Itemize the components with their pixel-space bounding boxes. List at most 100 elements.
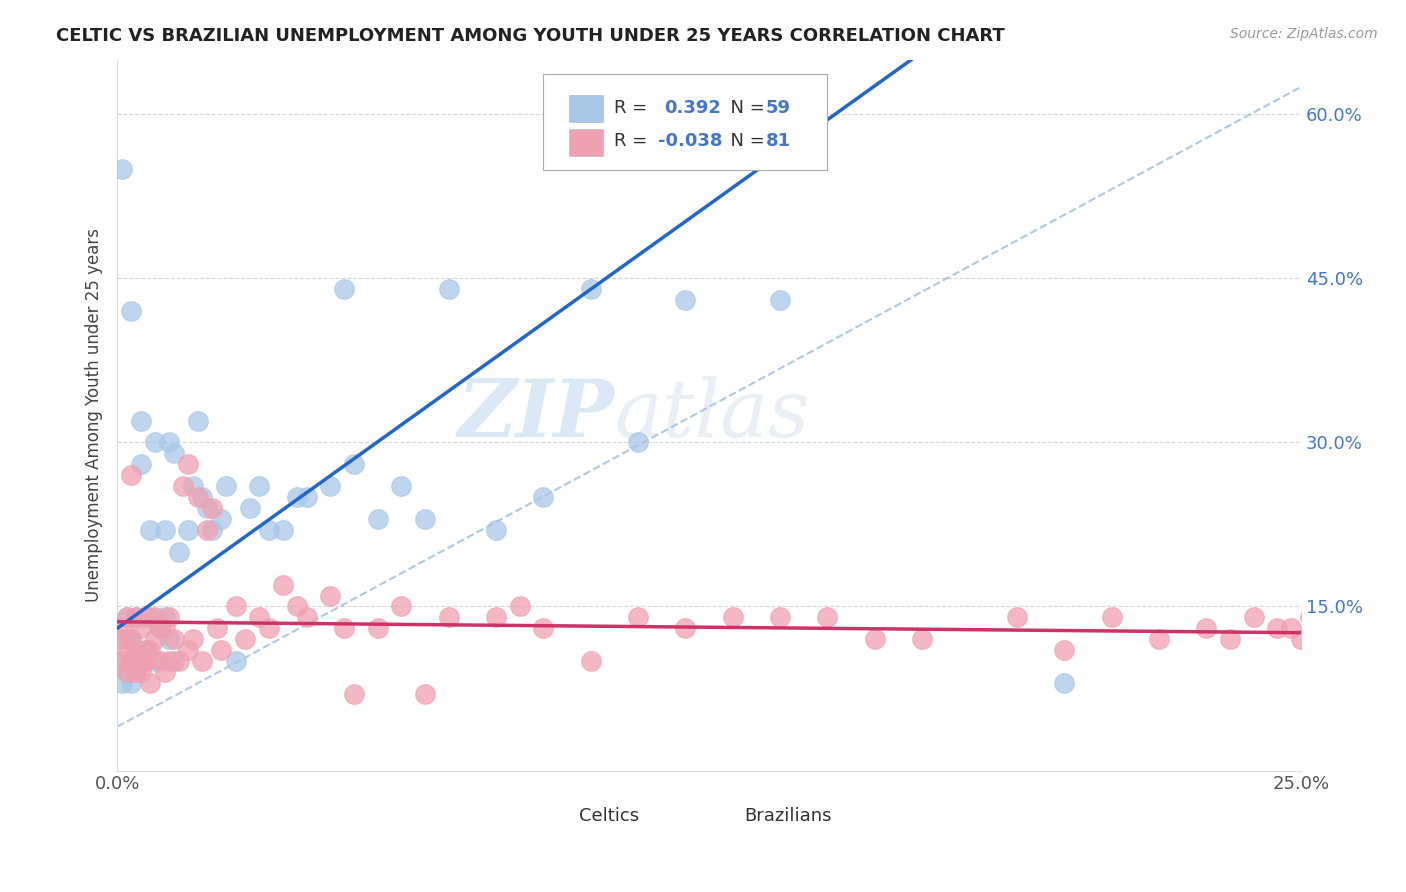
Point xyxy=(191,654,214,668)
Point xyxy=(111,161,134,176)
Point xyxy=(673,621,696,635)
Point xyxy=(125,665,148,679)
Point xyxy=(143,632,166,647)
Point xyxy=(143,610,166,624)
Point xyxy=(1243,610,1265,624)
Point xyxy=(319,479,342,493)
Point xyxy=(129,665,152,679)
Point xyxy=(177,643,200,657)
Point xyxy=(111,654,134,668)
Point xyxy=(187,413,209,427)
Point xyxy=(125,610,148,624)
Point xyxy=(863,632,886,647)
Point xyxy=(209,512,232,526)
Point xyxy=(343,457,366,471)
FancyBboxPatch shape xyxy=(543,74,827,169)
Text: R =: R = xyxy=(614,99,659,117)
Point xyxy=(1053,676,1076,690)
Point xyxy=(163,654,186,668)
Point xyxy=(172,479,194,493)
Point xyxy=(143,654,166,668)
Point xyxy=(769,610,792,624)
Point xyxy=(1265,621,1288,635)
Point xyxy=(333,282,356,296)
Point xyxy=(111,654,134,668)
Point xyxy=(1337,621,1360,635)
Bar xyxy=(569,95,603,122)
Point xyxy=(177,523,200,537)
Point xyxy=(285,490,308,504)
Point xyxy=(413,687,436,701)
Point xyxy=(1219,632,1241,647)
Text: -0.038: -0.038 xyxy=(658,132,723,151)
Point xyxy=(139,643,162,657)
Point xyxy=(157,654,180,668)
Point xyxy=(1313,621,1336,635)
Point xyxy=(579,282,602,296)
Point xyxy=(167,545,190,559)
Point xyxy=(247,610,270,624)
Point xyxy=(271,523,294,537)
Point xyxy=(1005,610,1028,624)
Point xyxy=(153,610,176,624)
Bar xyxy=(569,128,603,155)
Point xyxy=(135,654,157,668)
Point xyxy=(485,610,508,624)
Point xyxy=(673,293,696,308)
Text: Source: ZipAtlas.com: Source: ZipAtlas.com xyxy=(1230,27,1378,41)
Point xyxy=(295,490,318,504)
Point xyxy=(129,413,152,427)
Text: N =: N = xyxy=(718,132,770,151)
Point xyxy=(163,632,186,647)
Point xyxy=(579,654,602,668)
Point xyxy=(239,501,262,516)
Point xyxy=(195,501,218,516)
Point xyxy=(149,621,172,635)
Text: R =: R = xyxy=(614,132,654,151)
Point xyxy=(233,632,256,647)
Point xyxy=(153,621,176,635)
Point xyxy=(120,632,142,647)
Point xyxy=(911,632,934,647)
Point xyxy=(125,610,148,624)
Point xyxy=(531,621,554,635)
Text: ZIP: ZIP xyxy=(457,376,614,454)
Point xyxy=(143,435,166,450)
Point xyxy=(120,632,142,647)
Point xyxy=(769,293,792,308)
Point xyxy=(201,501,224,516)
Point xyxy=(815,610,838,624)
Point xyxy=(195,523,218,537)
Point xyxy=(181,632,204,647)
Point xyxy=(367,512,389,526)
Bar xyxy=(537,807,567,829)
Point xyxy=(177,457,200,471)
Point xyxy=(135,654,157,668)
Point xyxy=(627,610,650,624)
Point xyxy=(225,599,247,614)
Point xyxy=(125,643,148,657)
Point xyxy=(215,479,238,493)
Point xyxy=(157,610,180,624)
Point xyxy=(111,632,134,647)
Point xyxy=(201,523,224,537)
Point xyxy=(343,687,366,701)
Point xyxy=(413,512,436,526)
Point xyxy=(135,643,157,657)
Point xyxy=(153,523,176,537)
Point xyxy=(149,621,172,635)
Text: 0.392: 0.392 xyxy=(664,99,721,117)
Point xyxy=(209,643,232,657)
Point xyxy=(1385,621,1406,635)
Point xyxy=(1101,610,1123,624)
Point xyxy=(139,523,162,537)
Point xyxy=(1053,643,1076,657)
Text: 81: 81 xyxy=(766,132,792,151)
Point xyxy=(157,632,180,647)
Point xyxy=(129,654,152,668)
Point xyxy=(627,435,650,450)
Point xyxy=(295,610,318,624)
Point xyxy=(115,610,138,624)
Point xyxy=(247,479,270,493)
Point xyxy=(1361,632,1384,647)
